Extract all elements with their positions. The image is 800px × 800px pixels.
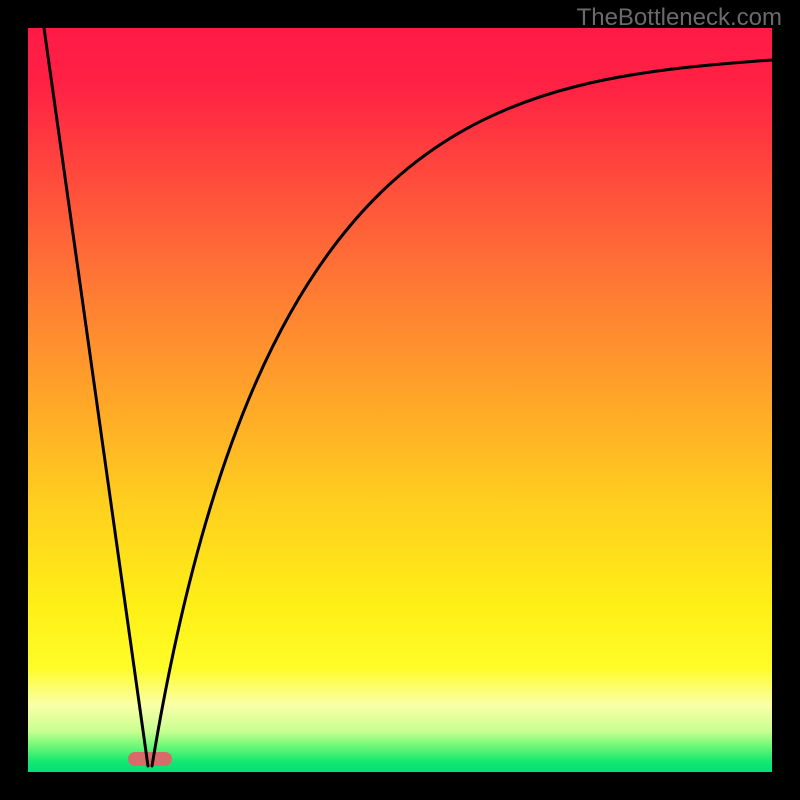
chart-plot-area: [28, 28, 772, 772]
watermark-text: TheBottleneck.com: [577, 4, 782, 32]
chart-svg: [0, 0, 800, 800]
optimal-marker: [128, 752, 172, 766]
bottleneck-chart: TheBottleneck.com: [0, 0, 800, 800]
